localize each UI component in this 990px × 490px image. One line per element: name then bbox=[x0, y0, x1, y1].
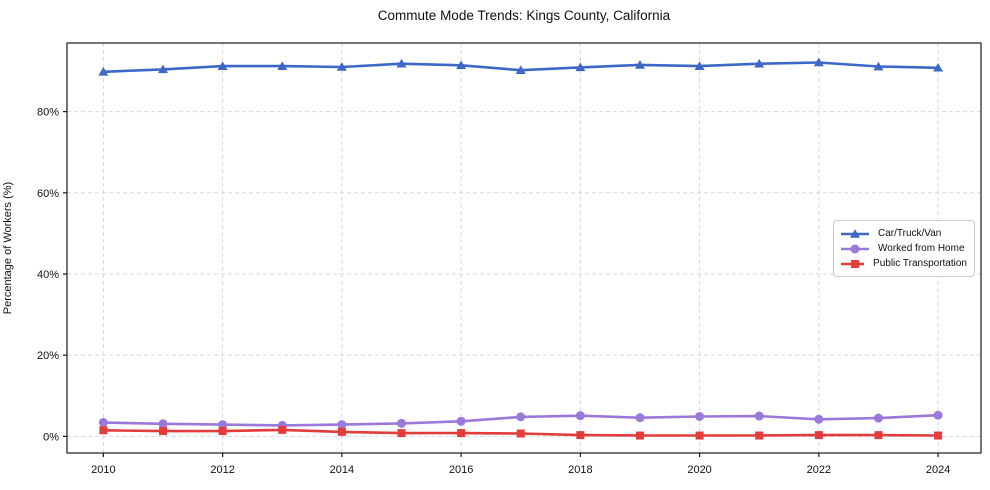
legend-item-public-transportation: Public Transportation bbox=[841, 256, 967, 271]
x-tick-label: 2010 bbox=[91, 464, 115, 476]
legend-label: Car/Truck/Van bbox=[878, 228, 942, 239]
data-point-marker bbox=[337, 420, 347, 430]
data-point-marker bbox=[634, 60, 645, 69]
data-point-marker bbox=[934, 431, 943, 440]
data-point-marker bbox=[814, 431, 823, 440]
series-worked-from-home bbox=[98, 410, 943, 430]
y-tick-label: 60% bbox=[37, 188, 59, 200]
data-point-marker bbox=[397, 429, 406, 438]
data-point-marker bbox=[337, 427, 346, 436]
data-point-marker bbox=[158, 419, 168, 429]
data-point-marker bbox=[575, 411, 585, 421]
legend-triangle-swatch bbox=[841, 228, 869, 238]
data-point-marker bbox=[98, 67, 109, 76]
legend-sample-marker bbox=[851, 259, 859, 268]
data-point-marker bbox=[873, 413, 883, 423]
x-tick-label: 2022 bbox=[807, 464, 831, 476]
data-point-marker bbox=[456, 416, 466, 426]
y-tick-label: 80% bbox=[37, 107, 59, 119]
legend-label: Public Transportation bbox=[873, 258, 967, 269]
data-point-marker bbox=[576, 431, 585, 440]
series-car-truck-van bbox=[98, 57, 944, 76]
data-point-marker bbox=[278, 425, 287, 434]
data-point-marker bbox=[158, 427, 167, 436]
legend-square-swatch bbox=[841, 259, 865, 268]
x-tick-label: 2014 bbox=[330, 464, 354, 476]
y-tick-label: 40% bbox=[37, 269, 59, 281]
data-point-marker bbox=[755, 431, 764, 440]
axes-frame bbox=[66, 42, 982, 454]
x-tick-label: 2024 bbox=[926, 464, 950, 476]
legend-circle-swatch bbox=[841, 244, 869, 253]
data-point-marker bbox=[873, 61, 884, 71]
legend: Car/Truck/Van Worked from Home Public Tran… bbox=[833, 220, 975, 277]
data-point-marker bbox=[515, 65, 526, 74]
data-point-marker bbox=[396, 58, 407, 68]
data-point-marker bbox=[635, 413, 645, 423]
data-point-marker bbox=[635, 431, 644, 440]
data-point-marker bbox=[933, 62, 944, 72]
legend-label: Worked from Home bbox=[878, 243, 965, 254]
data-point-marker bbox=[98, 418, 108, 428]
data-point-marker bbox=[218, 427, 227, 436]
data-point-marker bbox=[933, 410, 943, 420]
data-point-marker bbox=[575, 62, 586, 72]
data-point-marker bbox=[516, 412, 526, 422]
legend-sample-marker bbox=[850, 228, 860, 238]
legend-sample-marker bbox=[850, 244, 860, 253]
data-point-marker bbox=[814, 414, 824, 424]
data-point-marker bbox=[157, 64, 168, 74]
data-point-marker bbox=[874, 431, 883, 440]
data-point-marker bbox=[813, 57, 824, 67]
data-point-marker bbox=[516, 429, 525, 438]
y-tick-label: 0% bbox=[43, 431, 59, 443]
legend-item-worked-from-home: Worked from Home bbox=[841, 241, 967, 256]
data-point-marker bbox=[694, 61, 705, 70]
x-tick-label: 2016 bbox=[449, 464, 473, 476]
series-public-transportation bbox=[99, 425, 943, 440]
data-point-marker bbox=[456, 60, 467, 70]
data-point-marker bbox=[695, 411, 705, 421]
data-point-marker bbox=[99, 426, 108, 435]
chart-title: Commute Mode Trends: Kings County, Calif… bbox=[377, 8, 671, 23]
data-point-marker bbox=[336, 62, 347, 71]
data-point-marker bbox=[217, 61, 228, 70]
data-point-marker bbox=[754, 58, 765, 68]
data-point-marker bbox=[754, 411, 764, 421]
x-tick-label: 2012 bbox=[210, 464, 234, 476]
x-tick-label: 2020 bbox=[687, 464, 711, 476]
data-point-marker bbox=[218, 420, 228, 430]
legend-item-car-truck-van: Car/Truck/Van bbox=[841, 226, 967, 241]
x-tick-label: 2018 bbox=[568, 464, 592, 476]
y-tick-label: 20% bbox=[37, 350, 59, 362]
data-point-marker bbox=[457, 429, 466, 438]
data-point-marker bbox=[396, 418, 406, 428]
data-point-marker bbox=[277, 61, 288, 70]
data-point-marker bbox=[695, 431, 704, 440]
